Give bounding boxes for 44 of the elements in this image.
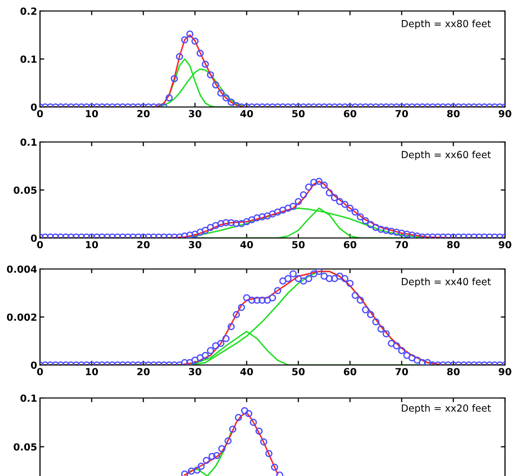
x-tick-label: 60: [344, 368, 356, 376]
x-tick-label: 90: [498, 368, 512, 376]
x-tick-label: 80: [447, 110, 460, 118]
y-tick-label: 0.1: [20, 55, 37, 63]
x-tick-label: 70: [396, 110, 408, 118]
y-tick-label: 0.004: [6, 265, 37, 273]
x-tick-label: 90: [498, 240, 512, 248]
y-tick-label: 0.1: [20, 138, 37, 146]
y-tick-label: 0: [30, 103, 37, 111]
x-tick-label: 60: [344, 240, 356, 248]
x-tick-label: 20: [137, 240, 150, 248]
x-tick-label: 70: [396, 240, 408, 248]
x-tick-label: 40: [240, 240, 253, 248]
annotation: Depth = xx20 feet: [402, 404, 491, 414]
x-tick-label: 10: [86, 368, 98, 376]
x-tick-label: 10: [86, 240, 98, 248]
x-tick-label: 30: [188, 110, 202, 118]
x-tick-label: 40: [240, 368, 253, 376]
x-tick-label: 80: [447, 240, 460, 248]
x-tick-label: 70: [396, 368, 408, 376]
x-tick-label: 0: [37, 240, 43, 248]
x-tick-label: 50: [292, 240, 305, 248]
y-tick-label: 0.05: [14, 186, 37, 194]
x-tick-label: 60: [344, 110, 356, 118]
x-tick-label: 50: [292, 368, 305, 376]
y-tick-label: 0: [30, 361, 37, 369]
x-tick-label: 0: [37, 110, 43, 118]
annotation: Depth = xx60 feet: [402, 150, 491, 160]
x-tick-label: 20: [137, 368, 150, 376]
x-tick-label: 50: [292, 110, 305, 118]
x-tick-label: 10: [86, 110, 98, 118]
x-tick-label: 0: [37, 368, 43, 376]
y-tick-label: 0.2: [20, 7, 36, 15]
x-tick-label: 30: [188, 368, 202, 376]
y-tick-label: 0.1: [20, 394, 37, 402]
y-tick-label: 0: [30, 234, 37, 242]
x-tick-label: 80: [447, 368, 460, 376]
y-tick-label: 0.05: [14, 443, 37, 451]
x-tick-label: 90: [498, 110, 512, 118]
x-tick-label: 40: [240, 110, 253, 118]
x-tick-label: 20: [137, 110, 150, 118]
x-tick-label: 30: [188, 240, 202, 248]
annotation: Depth = xx80 feet: [402, 20, 491, 30]
y-tick-label: 0.002: [6, 313, 36, 321]
